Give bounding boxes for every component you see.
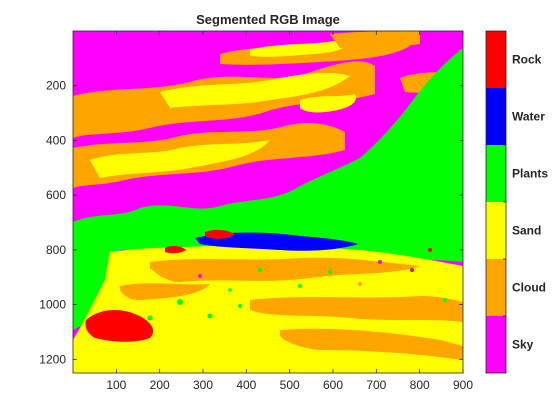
colorbar: Rock Water Plants Sand Cloud Sky (485, 30, 548, 374)
colorbar-swatch-rock (486, 31, 506, 88)
y-tick-label: 1200 (39, 352, 66, 366)
x-tick-label: 900 (453, 378, 473, 392)
colorbar-swatch-water (486, 88, 506, 145)
water-region (195, 232, 358, 251)
colorbar-label-rock: Rock (512, 53, 542, 67)
y-tick-label: 600 (46, 188, 66, 202)
x-tick-label: 800 (410, 378, 430, 392)
rock-regions (85, 229, 235, 342)
colorbar-swatch-plants (486, 145, 506, 202)
sand-regions (73, 242, 463, 373)
x-tick-label: 600 (323, 378, 343, 392)
axes-box (72, 30, 464, 374)
x-tick-label: 100 (106, 378, 126, 392)
x-axis-ticks: 100 200 300 400 500 600 700 800 900 (106, 31, 473, 392)
x-tick-label: 500 (280, 378, 300, 392)
y-tick-label: 400 (46, 133, 66, 147)
colorbar-swatch-sand (486, 202, 506, 259)
y-axis-ticks: 200 400 600 800 1000 1200 (39, 79, 463, 366)
colorbar-swatch-sky (486, 316, 506, 373)
y-tick-label: 200 (46, 79, 66, 93)
segmented-image (73, 31, 463, 373)
colorbar-label-water: Water (512, 110, 545, 124)
chart-title: Segmented RGB Image (196, 12, 340, 27)
x-tick-label: 200 (150, 378, 170, 392)
x-tick-label: 700 (366, 378, 386, 392)
texture-speckles (147, 248, 447, 321)
x-tick-label: 400 (236, 378, 256, 392)
y-tick-label: 800 (46, 243, 66, 257)
colorbar-label-plants: Plants (512, 167, 548, 181)
colorbar-label-cloud: Cloud (512, 281, 546, 295)
cloud-regions (73, 31, 463, 188)
colorbar-frame (485, 30, 507, 374)
y-tick-label: 1000 (39, 298, 66, 312)
colorbar-swatch-cloud (486, 259, 506, 316)
colorbar-label-sand: Sand (512, 224, 541, 238)
x-tick-label: 300 (193, 378, 213, 392)
colorbar-label-sky: Sky (512, 338, 534, 352)
